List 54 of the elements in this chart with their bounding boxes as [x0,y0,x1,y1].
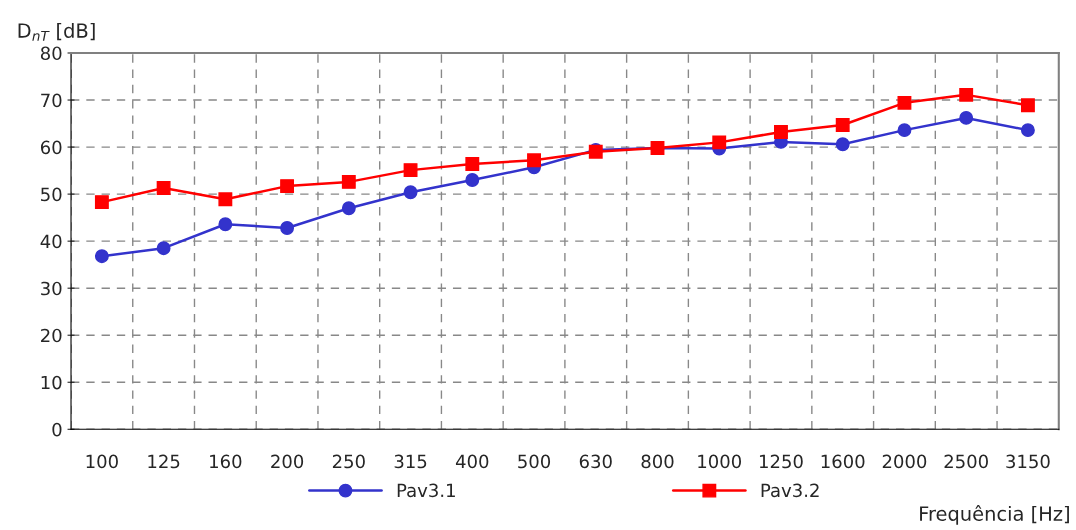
x-tick-label: 400 [455,454,489,469]
point [465,173,480,187]
y-tick-label: 20 [41,328,62,343]
legend-label: Pav3.1 [397,483,455,498]
point [774,125,788,139]
y-tick-label: 40 [40,234,62,249]
x-tick-label: 1250 [759,454,803,469]
point [218,192,233,207]
legend-label: Pav3.2 [761,483,819,498]
x-tick-label: 3150 [1006,454,1050,469]
point [835,137,850,152]
x-tick-label: 630 [579,454,612,469]
point [712,135,727,150]
point [156,181,171,195]
y-tick-label: 10 [41,375,62,390]
y-tick-label: 80 [40,46,62,61]
point [1020,98,1035,113]
point [280,221,295,235]
x-tick-label: 500 [518,454,551,469]
point [341,174,356,189]
point [1020,123,1035,138]
y-tick-label: 30 [41,281,62,296]
point [897,95,912,110]
x-tick-label: 2000 [882,454,927,469]
point [959,87,974,102]
x-tick-label: 200 [271,454,304,469]
point [403,163,418,178]
x-tick-label: 800 [641,454,674,469]
y-tick-label: 70 [41,93,62,108]
point [218,217,233,232]
x-tick-label: 100 [86,454,118,469]
y-tick-label: 50 [41,187,62,202]
x-tick-label: 315 [394,454,427,469]
point [897,123,912,138]
x-tick-label: 125 [148,454,180,469]
x-tick-label: 1600 [821,454,865,469]
y-axis-title: D$_{nT}$ [dB] [18,22,95,41]
x-tick-label: 2500 [944,454,988,469]
point [959,110,974,125]
point [280,179,295,194]
point [94,195,109,210]
point [341,201,356,216]
point [835,118,850,132]
y-tick-label: 60 [40,140,62,155]
x-tick-label: 250 [332,454,365,469]
y-tick-label: 0 [52,422,62,437]
x-tick-label: 1000 [698,454,742,469]
x-axis-title: Frequência [Hz] [920,505,1069,525]
point [403,185,418,200]
point [94,249,109,264]
x-tick-label: 160 [210,454,242,469]
point [465,157,480,171]
point [527,153,541,168]
point [156,241,171,256]
